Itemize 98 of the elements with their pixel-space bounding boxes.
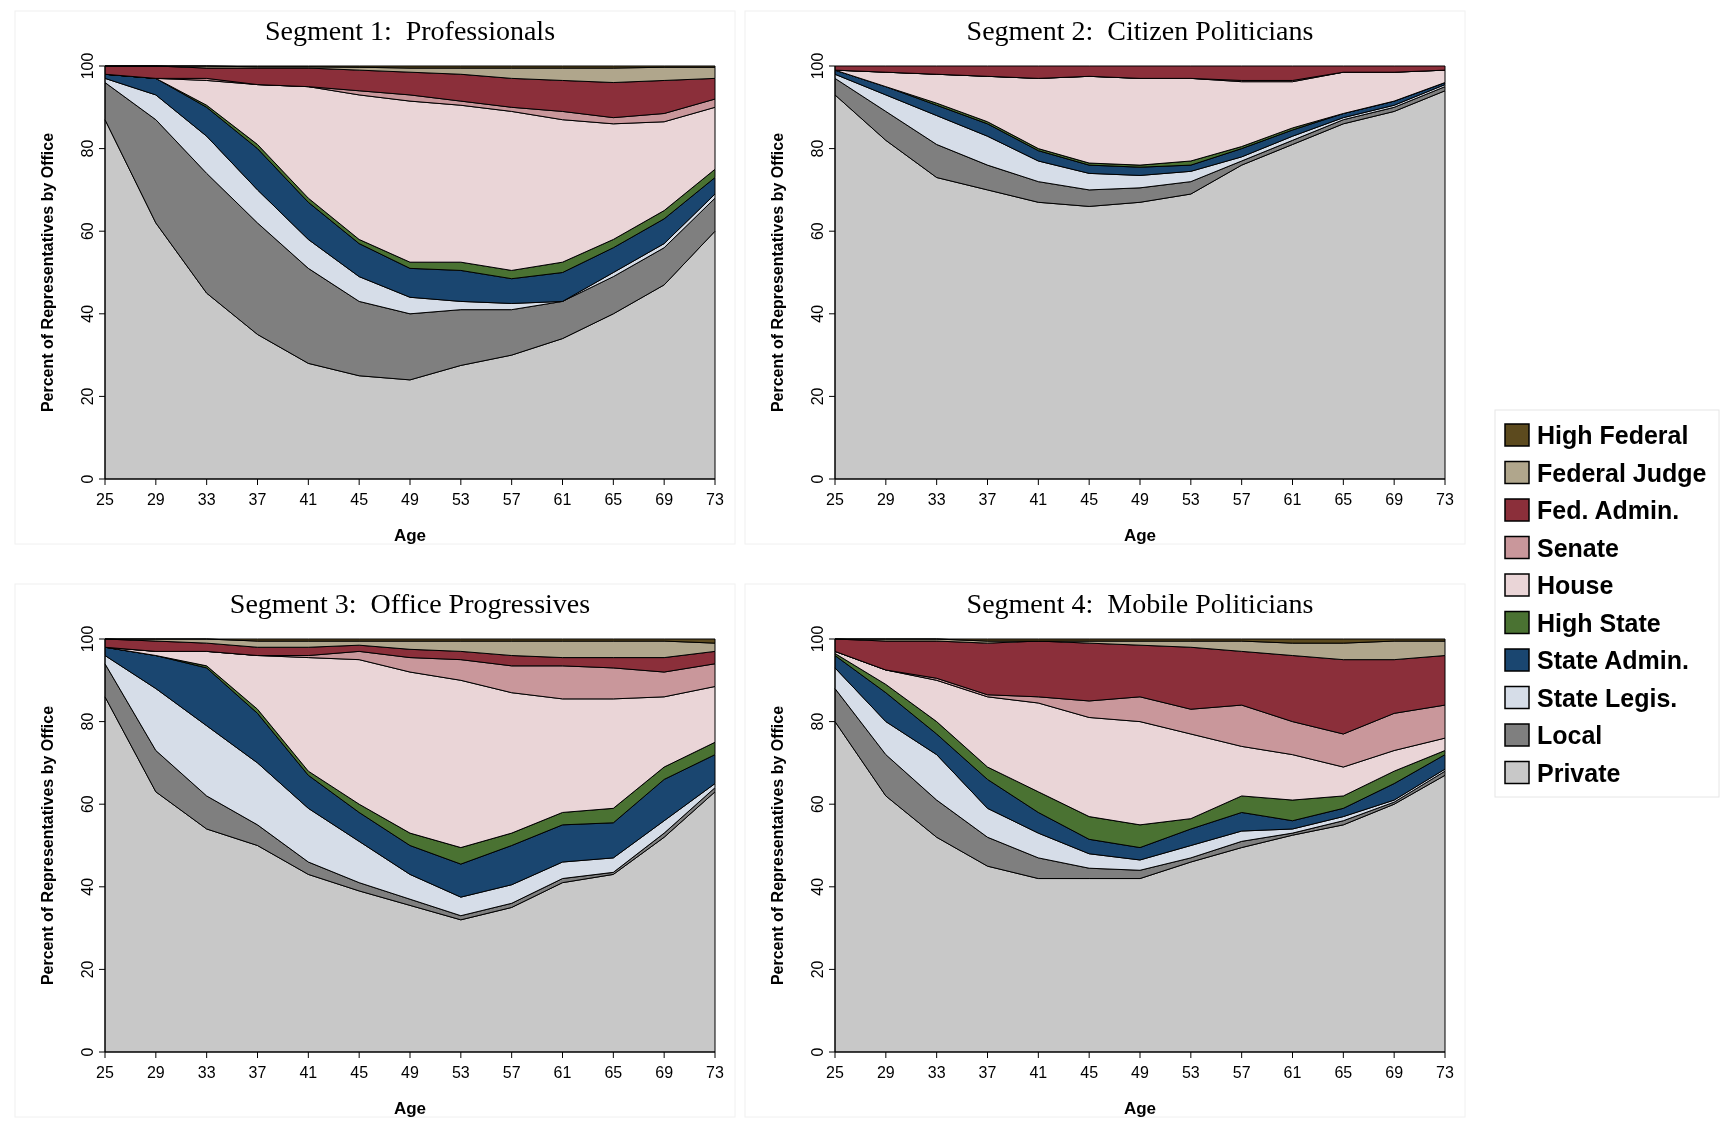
x-tick-label: 57: [1232, 491, 1251, 508]
x-tick-label: 69: [655, 491, 674, 508]
x-tick-label: 65: [1334, 491, 1353, 508]
x-tick-label: 29: [146, 491, 165, 508]
x-axis-title: Age: [1123, 526, 1157, 545]
x-tick-label: 73: [706, 1064, 724, 1081]
x-tick-label: 73: [706, 491, 724, 508]
legend-label: High Federal: [1537, 421, 1689, 449]
x-tick-label: 53: [1181, 491, 1200, 508]
y-tick-label: 80: [809, 139, 826, 158]
y-tick-label: 80: [79, 139, 96, 158]
legend-label: Senate: [1537, 533, 1620, 562]
chart-title: Segment 2: Citizen Politicians: [966, 15, 1314, 46]
x-tick-label: 41: [299, 1064, 318, 1081]
x-tick-label: 61: [553, 1064, 572, 1081]
x-tick-label: 57: [502, 1064, 521, 1081]
x-tick-label: 25: [96, 491, 114, 508]
y-tick-label: 0: [79, 1047, 96, 1057]
x-tick-label: 49: [1131, 491, 1149, 508]
legend-label: Local: [1537, 721, 1603, 749]
x-tick-label: 33: [197, 491, 216, 508]
x-tick-label: 33: [197, 1064, 216, 1081]
legend-label: Private: [1537, 758, 1621, 787]
x-tick-label: 29: [146, 1064, 165, 1081]
x-tick-label: 37: [978, 1064, 997, 1081]
y-tick-label: 60: [79, 795, 96, 814]
y-axis-title: Percent of Representatives by Office: [769, 705, 786, 986]
y-tick-label: 0: [79, 474, 96, 484]
y-tick-label: 60: [79, 222, 96, 241]
legend-label: House: [1537, 571, 1614, 599]
y-tick-label: 20: [79, 960, 96, 979]
x-axis-title: Age: [393, 1099, 427, 1118]
legend-label: State Admin.: [1537, 646, 1689, 674]
x-axis-title: Age: [1123, 1099, 1157, 1118]
y-tick-label: 40: [79, 304, 96, 323]
y-tick-label: 20: [809, 387, 826, 406]
x-tick-label: 53: [1181, 1064, 1200, 1081]
x-tick-label: 73: [1436, 491, 1454, 508]
y-tick-label: 100: [809, 52, 826, 80]
x-tick-label: 37: [248, 491, 267, 508]
x-tick-label: 45: [1080, 491, 1099, 508]
y-tick-label: 40: [809, 877, 826, 896]
x-tick-label: 53: [451, 491, 470, 508]
x-tick-label: 25: [826, 491, 844, 508]
legend-label: State Legis.: [1537, 683, 1678, 712]
y-axis-title: Percent of Representatives by Office: [39, 705, 56, 986]
y-tick-label: 0: [809, 1047, 826, 1057]
x-tick-label: 65: [604, 491, 623, 508]
chart-title: Segment 1: Professionals: [264, 15, 556, 46]
x-tick-label: 33: [927, 491, 946, 508]
x-tick-label: 49: [401, 1064, 419, 1081]
y-tick-label: 100: [809, 625, 826, 653]
y-axis-title: Percent of Representatives by Office: [39, 132, 56, 413]
legend-label: Federal Judge: [1537, 458, 1707, 487]
x-tick-label: 57: [502, 491, 521, 508]
x-tick-label: 33: [927, 1064, 946, 1081]
y-tick-label: 80: [809, 712, 826, 731]
x-tick-label: 45: [350, 491, 369, 508]
x-tick-label: 45: [350, 1064, 369, 1081]
x-tick-label: 69: [655, 1064, 674, 1081]
y-tick-label: 40: [79, 877, 96, 896]
x-tick-label: 41: [299, 491, 318, 508]
y-tick-label: 40: [809, 304, 826, 323]
x-tick-label: 53: [451, 1064, 470, 1081]
x-tick-label: 61: [1283, 491, 1302, 508]
y-tick-label: 80: [79, 712, 96, 731]
y-tick-label: 20: [79, 387, 96, 406]
x-axis-title: Age: [393, 526, 427, 545]
legend-label: High State: [1537, 608, 1661, 637]
x-tick-label: 29: [876, 1064, 895, 1081]
legend-label: Fed. Admin.: [1537, 496, 1680, 524]
chart-title: Segment 3: Office Progressives: [229, 588, 591, 619]
y-axis-title: Percent of Representatives by Office: [769, 132, 786, 413]
y-tick-label: 60: [809, 222, 826, 241]
x-tick-label: 49: [1131, 1064, 1149, 1081]
x-tick-label: 65: [604, 1064, 623, 1081]
x-tick-label: 69: [1385, 491, 1404, 508]
chart-title: Segment 4: Mobile Politicians: [966, 588, 1314, 619]
x-tick-label: 25: [826, 1064, 844, 1081]
x-tick-label: 69: [1385, 1064, 1404, 1081]
x-tick-label: 73: [1436, 1064, 1454, 1081]
x-tick-label: 41: [1029, 491, 1048, 508]
y-tick-label: 0: [809, 474, 826, 484]
y-tick-label: 60: [809, 795, 826, 814]
x-tick-label: 65: [1334, 1064, 1353, 1081]
x-tick-label: 41: [1029, 1064, 1048, 1081]
x-tick-label: 37: [978, 491, 997, 508]
x-tick-label: 29: [876, 491, 895, 508]
x-tick-label: 25: [96, 1064, 114, 1081]
y-tick-label: 100: [79, 625, 96, 653]
x-tick-label: 61: [553, 491, 572, 508]
y-tick-label: 20: [809, 960, 826, 979]
x-tick-label: 57: [1232, 1064, 1251, 1081]
x-tick-label: 49: [401, 491, 419, 508]
x-tick-label: 45: [1080, 1064, 1099, 1081]
y-tick-label: 100: [79, 52, 96, 80]
x-tick-label: 37: [248, 1064, 267, 1081]
x-tick-label: 61: [1283, 1064, 1302, 1081]
